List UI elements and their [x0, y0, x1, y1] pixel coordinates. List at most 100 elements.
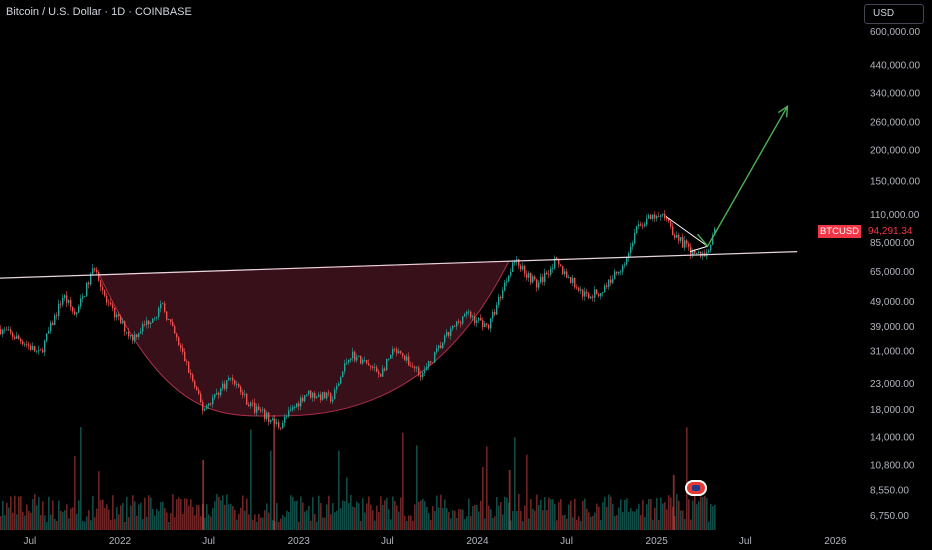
candle — [428, 361, 430, 367]
candle — [114, 308, 116, 318]
volume-bar — [302, 502, 304, 530]
candle — [426, 366, 428, 371]
volume-bar — [566, 518, 568, 530]
candle — [340, 377, 342, 384]
candle — [358, 355, 360, 357]
time-tick-label: Jul — [23, 536, 36, 547]
candle — [564, 271, 566, 275]
candle — [190, 372, 192, 375]
last-price-value: 94,291.34 — [862, 225, 926, 238]
volume-bar — [706, 498, 708, 530]
volume-bar — [624, 499, 626, 530]
candle — [16, 335, 18, 339]
candle — [40, 349, 42, 351]
volume-bar — [450, 518, 452, 530]
candle — [256, 406, 258, 413]
candle — [588, 293, 590, 299]
candle — [176, 333, 178, 338]
volume-bar — [192, 506, 194, 530]
volume-bar — [152, 508, 154, 530]
candle — [604, 285, 606, 293]
volume-bar — [488, 505, 490, 530]
time-axis[interactable]: Jul 2022 Jul 2023 Jul 2024 Jul 2025 Jul 2026 — [23, 536, 846, 547]
volume-bar — [444, 499, 446, 530]
volume-bar — [690, 519, 692, 530]
volume-bar — [270, 450, 272, 530]
volume-bar — [238, 513, 240, 530]
volume-bar — [536, 494, 538, 530]
volume-bar — [426, 506, 428, 530]
candle — [628, 253, 630, 258]
volume-bar — [68, 518, 70, 530]
resistance-line[interactable] — [0, 251, 798, 279]
wedge-bottom-line[interactable] — [689, 245, 708, 253]
volume-bar — [278, 521, 280, 530]
candle — [406, 356, 408, 361]
volume-bar — [314, 514, 316, 530]
volume-bar — [364, 512, 366, 530]
volume-bar — [120, 505, 122, 530]
price-axis[interactable]: 600,000.00 440,000.00 340,000.00 260,000.00… — [870, 27, 920, 522]
volume-bar — [326, 504, 328, 530]
volume-bar — [678, 500, 680, 530]
candle — [472, 316, 474, 318]
volume-bar — [284, 516, 286, 530]
candle — [674, 235, 676, 238]
candle — [654, 214, 656, 219]
volume-bar — [54, 518, 56, 530]
candle — [582, 289, 584, 297]
volume-bar — [504, 496, 506, 530]
candle — [508, 275, 510, 282]
volume-bar — [708, 521, 710, 530]
candle — [212, 397, 214, 405]
currency-button[interactable]: USD — [864, 4, 924, 24]
volume-bar — [580, 521, 582, 530]
candle — [396, 349, 398, 354]
projection-arrow[interactable] — [697, 104, 789, 248]
volume-bar — [126, 496, 128, 530]
candle — [162, 303, 164, 305]
candle — [538, 282, 540, 288]
candle — [288, 410, 290, 417]
volume-bar — [564, 514, 566, 530]
candle — [388, 358, 390, 360]
price-tick-label: 340,000.00 — [870, 88, 920, 99]
volume-bar — [156, 508, 158, 530]
us-flag-icon[interactable] — [685, 480, 707, 496]
time-tick-label: Jul — [739, 536, 752, 547]
projection-line[interactable] — [697, 106, 789, 248]
candle — [562, 265, 564, 275]
candle — [608, 279, 610, 287]
volume-bar — [656, 497, 658, 530]
volume-bar — [420, 500, 422, 530]
volume-bar — [76, 513, 78, 530]
volume-bar — [60, 510, 62, 530]
candle — [36, 350, 38, 352]
volume-bar — [146, 516, 148, 530]
candle — [22, 341, 24, 345]
volume-bar — [660, 497, 662, 530]
volume-bar — [556, 520, 558, 530]
candle — [74, 311, 76, 315]
time-tick-label: Jul — [202, 536, 215, 547]
candle — [502, 290, 504, 298]
wedge-top-line[interactable] — [665, 216, 708, 247]
volume-bar — [422, 498, 424, 530]
candle — [48, 331, 50, 334]
candle — [470, 311, 472, 318]
volume-bar — [140, 502, 142, 530]
volume-bar — [606, 506, 608, 530]
volume-bar — [242, 495, 244, 530]
candle — [186, 361, 188, 362]
candle — [434, 352, 436, 363]
volume-bar — [164, 508, 166, 530]
volume-bar — [588, 512, 590, 530]
volume-bar — [480, 500, 482, 530]
price-tick-label: 6,750.00 — [870, 511, 909, 522]
candle — [414, 366, 416, 369]
candle — [92, 268, 94, 274]
candle — [336, 386, 338, 390]
volume-bar — [584, 498, 586, 530]
volume-bar — [52, 500, 54, 530]
